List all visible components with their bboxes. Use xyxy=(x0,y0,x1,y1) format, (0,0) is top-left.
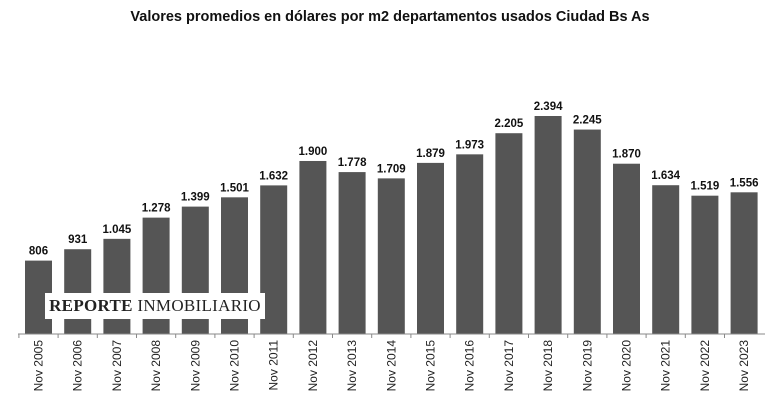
watermark-logo: REPORTE INMOBILIARIO xyxy=(45,293,265,319)
data-label: 806 xyxy=(29,246,48,258)
x-tick-label: Nov 2006 xyxy=(71,340,85,392)
data-label: 2.394 xyxy=(534,101,563,113)
x-tick-label: Nov 2011 xyxy=(267,340,281,391)
bar xyxy=(573,129,601,334)
data-label: 2.245 xyxy=(573,115,602,127)
data-label: 1.634 xyxy=(651,170,680,182)
data-label: 931 xyxy=(68,234,88,246)
x-tick-label: Nov 2010 xyxy=(228,340,242,392)
watermark-rest: INMOBILIARIO xyxy=(137,296,261,315)
data-label: 1.045 xyxy=(103,224,132,236)
x-tick-label: Nov 2017 xyxy=(502,340,516,392)
data-label: 1.632 xyxy=(259,170,288,182)
data-label: 1.399 xyxy=(181,192,210,204)
data-label: 1.556 xyxy=(730,177,759,189)
data-label: 1.879 xyxy=(416,148,445,160)
data-label: 1.501 xyxy=(220,182,249,194)
bar xyxy=(103,238,131,334)
bar xyxy=(534,116,562,334)
x-tick-label: Nov 2009 xyxy=(188,340,202,392)
x-tick-label: Nov 2016 xyxy=(463,340,477,392)
x-tick-label: Nov 2005 xyxy=(32,340,46,392)
bar xyxy=(338,172,366,334)
bar xyxy=(456,154,484,334)
bar xyxy=(417,162,444,334)
x-tick-label: Nov 2023 xyxy=(737,340,751,392)
bar xyxy=(613,163,640,334)
x-tick-label: Nov 2012 xyxy=(306,340,320,392)
x-tick-label: Nov 2018 xyxy=(541,340,555,392)
bar xyxy=(691,195,719,334)
data-label: 1.709 xyxy=(377,163,406,175)
x-tick-label: Nov 2020 xyxy=(620,340,634,392)
data-label: 1.778 xyxy=(338,157,367,169)
watermark-bold: REPORTE xyxy=(49,296,133,315)
data-label: 1.519 xyxy=(691,181,720,193)
bar xyxy=(652,185,680,334)
x-tick-label: Nov 2014 xyxy=(384,340,398,392)
x-tick-label: Nov 2008 xyxy=(149,340,163,392)
bar xyxy=(64,249,92,334)
x-tick-label: Nov 2022 xyxy=(698,340,712,392)
chart-title: Valores promedios en dólares por m2 depa… xyxy=(130,9,650,25)
x-tick-label: Nov 2013 xyxy=(345,340,359,392)
bar xyxy=(495,133,523,334)
x-tick-label: Nov 2007 xyxy=(110,340,124,392)
data-label: 1.870 xyxy=(612,149,641,161)
x-tick-label: Nov 2015 xyxy=(424,340,438,392)
x-tick-label: Nov 2021 xyxy=(659,340,673,392)
bar xyxy=(299,160,327,334)
x-tick-label: Nov 2019 xyxy=(580,340,594,392)
data-label: 1.973 xyxy=(455,139,484,151)
bar xyxy=(377,178,405,334)
data-label: 1.278 xyxy=(142,203,171,215)
data-label: 1.900 xyxy=(299,146,328,158)
data-label: 2.205 xyxy=(495,118,524,130)
bar xyxy=(730,192,758,334)
